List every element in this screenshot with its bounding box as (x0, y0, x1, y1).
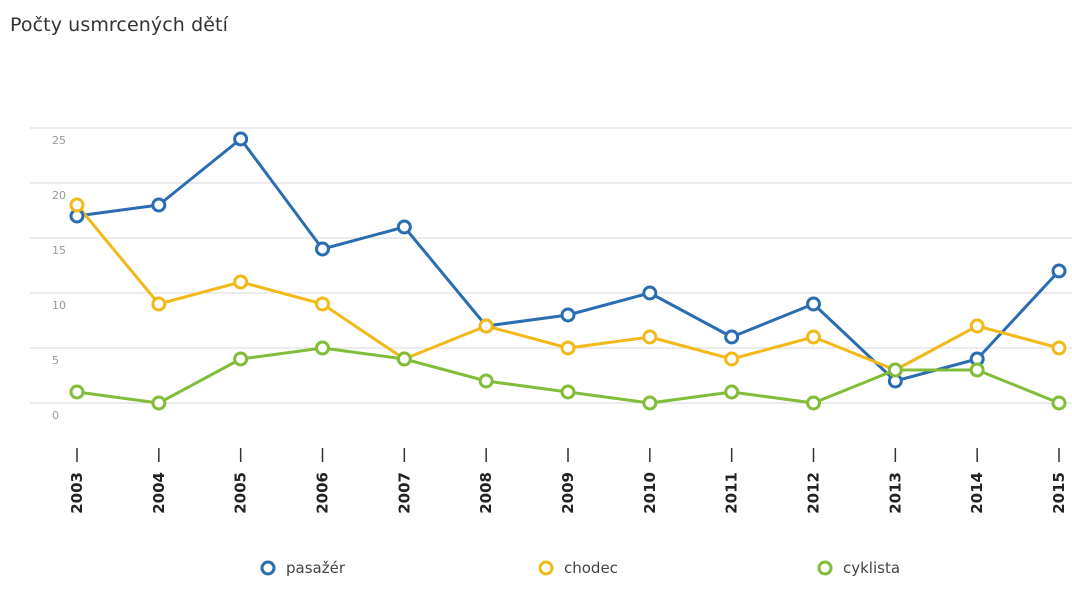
x-tick-label: 2008 (477, 472, 495, 514)
data-point[interactable] (969, 318, 985, 334)
data-point[interactable] (560, 384, 576, 400)
series-points (69, 131, 1067, 411)
data-point[interactable] (396, 351, 412, 367)
data-point[interactable] (233, 274, 249, 290)
x-tick-label: 2014 (968, 472, 986, 514)
x-tick-label: 2007 (395, 472, 413, 514)
legend-label[interactable]: pasažér (286, 559, 346, 577)
y-tick-label: 20 (52, 189, 66, 202)
data-point[interactable] (642, 395, 658, 411)
legend-marker[interactable] (260, 560, 276, 576)
data-point[interactable] (560, 307, 576, 323)
data-point[interactable] (806, 329, 821, 345)
data-point[interactable] (724, 351, 740, 367)
data-point[interactable] (560, 340, 576, 356)
legend-marker[interactable] (817, 560, 833, 576)
chart-title: Počty usmrcených dětí (10, 14, 228, 36)
data-point[interactable] (1051, 395, 1067, 411)
data-point[interactable] (887, 362, 903, 378)
data-point[interactable] (1051, 263, 1067, 279)
x-tick-label: 2003 (68, 472, 86, 514)
y-tick-label: 10 (52, 299, 66, 312)
x-tick-label: 2004 (150, 472, 168, 514)
y-tick-label: 5 (52, 354, 59, 367)
data-point[interactable] (724, 329, 740, 345)
data-point[interactable] (315, 296, 330, 312)
legend-label[interactable]: chodec (564, 559, 618, 577)
data-point[interactable] (233, 351, 249, 367)
data-point[interactable] (478, 318, 494, 334)
data-point[interactable] (151, 395, 167, 411)
data-point[interactable] (396, 219, 412, 235)
legend-label[interactable]: cyklista (843, 559, 900, 577)
x-tick-label: 2006 (314, 472, 332, 514)
y-tick-label: 0 (52, 409, 59, 422)
legend-marker[interactable] (538, 560, 554, 576)
y-tick-label: 15 (52, 244, 66, 257)
data-point[interactable] (642, 329, 658, 345)
x-axis: 2003 2004 2005 2006 2007 2008 2009 2010 2011 2012… (68, 448, 1068, 514)
x-tick-label: 2013 (886, 472, 904, 514)
x-tick-label: 2010 (641, 472, 659, 514)
data-point[interactable] (724, 384, 740, 400)
data-point[interactable] (969, 362, 985, 378)
x-tick-label: 2005 (232, 472, 250, 514)
x-tick-label: 2015 (1050, 472, 1068, 514)
x-tick-label: 2012 (805, 472, 823, 514)
grid: 0 5 10 15 20 25 (30, 127, 1072, 422)
data-point[interactable] (315, 340, 330, 356)
data-point[interactable] (806, 395, 821, 411)
data-point[interactable] (69, 384, 85, 400)
data-point[interactable] (151, 197, 167, 213)
x-tick-label: 2011 (723, 472, 741, 514)
data-point[interactable] (806, 296, 821, 312)
legend: pasažér chodec cyklista (260, 559, 900, 577)
series-lines (75, 137, 1061, 405)
data-point[interactable] (151, 296, 167, 312)
data-point[interactable] (642, 285, 658, 301)
data-point[interactable] (478, 373, 494, 389)
data-point[interactable] (69, 197, 85, 213)
y-tick-label: 25 (52, 134, 66, 147)
data-point[interactable] (233, 131, 249, 147)
x-tick-label: 2009 (559, 472, 577, 514)
data-point[interactable] (315, 241, 330, 257)
data-point[interactable] (1051, 340, 1067, 356)
